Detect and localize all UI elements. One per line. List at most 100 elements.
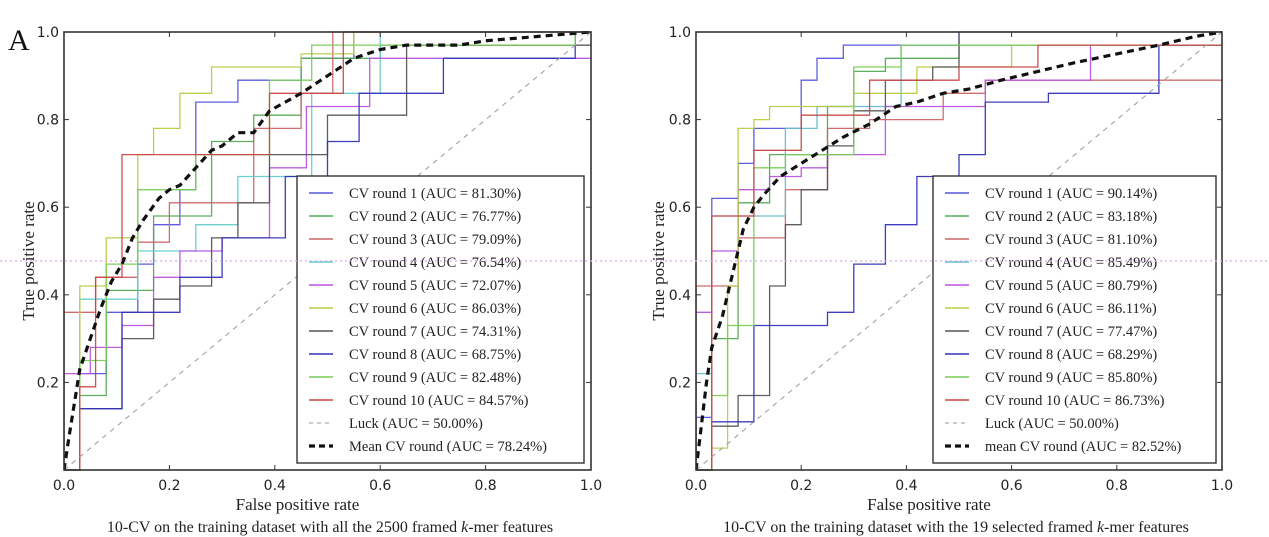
- legend-label: CV round 2 (AUC = 83.18%): [985, 209, 1157, 225]
- legend-label: mean CV round (AUC = 82.52%): [985, 439, 1182, 455]
- y-tick-label: 0.4: [669, 288, 691, 304]
- caption-part: 10-CV on the training dataset with the 1…: [723, 519, 1097, 536]
- y-tick-label: 0.6: [669, 200, 691, 216]
- legend-label: CV round 4 (AUC = 76.54%): [349, 255, 521, 271]
- mean-roc-line: [696, 31, 1222, 471]
- legend-item: CV round 9 (AUC = 85.80%): [945, 370, 1157, 386]
- roc-line-round-8: [64, 32, 576, 471]
- x-tick-label: 0.0: [53, 478, 75, 494]
- roc-chart-left: 0.0 0.2 0.4 0.6 0.8 1.0 0.2 0.4 0.6 0.8 1.0 False p…: [19, 25, 602, 536]
- legend-item: mean CV round (AUC = 82.52%): [945, 439, 1182, 455]
- x-tick-label: 1.0: [1211, 478, 1233, 494]
- x-axis-label: False positive rate: [867, 495, 991, 514]
- legend-label: CV round 3 (AUC = 81.10%): [985, 232, 1157, 248]
- legend-label: CV round 9 (AUC = 85.80%): [985, 370, 1157, 386]
- legend-item: CV round 10 (AUC = 84.57%): [309, 393, 529, 409]
- legend-item: CV round 8 (AUC = 68.75%): [309, 347, 521, 363]
- mean-roc-line: [64, 31, 591, 471]
- legend-item: CV round 4 (AUC = 85.49%): [945, 255, 1157, 271]
- x-tick-label: 0.0: [685, 478, 707, 494]
- legend-item: CV round 6 (AUC = 86.11%): [945, 301, 1157, 317]
- x-axis-label: False positive rate: [236, 495, 360, 514]
- y-axis-label: True positive rate: [19, 201, 38, 320]
- legend-label: CV round 1 (AUC = 90.14%): [985, 186, 1157, 202]
- roc-line-round-6: [64, 31, 591, 471]
- legend-label: CV round 2 (AUC = 76.77%): [349, 209, 521, 225]
- legend-label: CV round 8 (AUC = 68.75%): [349, 347, 521, 363]
- y-tick-label: 0.4: [37, 288, 59, 304]
- legend-label: Luck (AUC = 50.00%): [349, 416, 483, 432]
- legend-item: CV round 3 (AUC = 79.09%): [309, 232, 521, 248]
- y-axis-label: True positive rate: [649, 201, 668, 320]
- y-tick-label: 0.8: [37, 113, 59, 129]
- roc-line-round-7: [696, 31, 1222, 471]
- legend-label: CV round 5 (AUC = 80.79%): [985, 278, 1157, 294]
- legend-item: CV round 3 (AUC = 81.10%): [945, 232, 1157, 248]
- legend-item: CV round 6 (AUC = 86.03%): [309, 301, 521, 317]
- legend-label: CV round 6 (AUC = 86.03%): [349, 301, 521, 317]
- legend-item: CV round 5 (AUC = 72.07%): [309, 278, 521, 294]
- roc-line-round-2: [64, 44, 591, 471]
- legend: CV round 1 (AUC = 81.30%) CV round 2 (AUC…: [296, 175, 585, 464]
- legend-label: CV round 8 (AUC = 68.29%): [985, 347, 1157, 363]
- chart-caption: 10-CV on the training dataset with the 1…: [723, 519, 1189, 536]
- legend-label: CV round 9 (AUC = 82.48%): [349, 370, 521, 386]
- roc-line-round-5: [64, 57, 591, 470]
- x-tick-label: 0.8: [474, 478, 496, 494]
- legend-item: CV round 2 (AUC = 83.18%): [945, 209, 1157, 225]
- legend-label: CV round 4 (AUC = 85.49%): [985, 255, 1157, 271]
- legend-item: CV round 8 (AUC = 68.29%): [945, 347, 1157, 363]
- roc-line-round-9: [64, 32, 576, 471]
- roc-line-round-8: [696, 44, 1222, 471]
- legend-item: CV round 7 (AUC = 74.31%): [309, 324, 521, 340]
- caption-part: k: [1097, 519, 1105, 536]
- legend-item: Luck (AUC = 50.00%): [309, 416, 483, 432]
- legend-label: CV round 7 (AUC = 74.31%): [349, 324, 521, 340]
- legend-label: CV round 3 (AUC = 79.09%): [349, 232, 521, 248]
- x-tick-label: 0.2: [790, 478, 812, 494]
- y-tick-label: 0.6: [37, 200, 59, 216]
- x-tick-label: 1.0: [580, 478, 602, 494]
- axes-frame: [695, 31, 1223, 471]
- legend: CV round 1 (AUC = 90.14%) CV round 2 (AUC…: [932, 175, 1217, 464]
- caption-part: -mer features: [1104, 519, 1189, 536]
- roc-line-round-9: [696, 44, 1222, 471]
- legend-label: CV round 5 (AUC = 72.07%): [349, 278, 521, 294]
- caption-part: k: [461, 519, 469, 536]
- panel-letter: A: [8, 24, 30, 57]
- y-tick-label: 0.8: [669, 113, 691, 129]
- legend-box: [932, 175, 1217, 464]
- axes-frame: [63, 31, 592, 471]
- legend-label: Luck (AUC = 50.00%): [985, 416, 1119, 432]
- legend-item: CV round 2 (AUC = 76.77%): [309, 209, 521, 225]
- legend-item: CV round 7 (AUC = 77.47%): [945, 324, 1157, 340]
- legend-item: CV round 9 (AUC = 82.48%): [309, 370, 521, 386]
- plot-area: [64, 31, 591, 471]
- x-tick-label: 0.4: [264, 478, 286, 494]
- y-tick-label: 1.0: [669, 25, 691, 41]
- chart-caption: 10-CV on the training dataset with all t…: [107, 519, 553, 536]
- roc-line-round-10: [696, 44, 1222, 471]
- roc-chart-right: 0.0 0.2 0.4 0.6 0.8 1.0 0.2 0.4 0.6 0.8 1.0 False p…: [649, 25, 1233, 536]
- legend-label: CV round 1 (AUC = 81.30%): [349, 186, 521, 202]
- x-tick-label: 0.6: [369, 478, 391, 494]
- legend-item: Luck (AUC = 50.00%): [945, 416, 1119, 432]
- y-tick-label: 0.2: [37, 375, 59, 391]
- legend-item: Mean CV round (AUC = 78.24%): [309, 439, 547, 455]
- x-tick-label: 0.4: [895, 478, 917, 494]
- legend-label: CV round 10 (AUC = 84.57%): [349, 393, 529, 409]
- y-tick-label: 1.0: [37, 25, 59, 41]
- x-tick-label: 0.8: [1106, 478, 1128, 494]
- legend-item: CV round 1 (AUC = 90.14%): [945, 186, 1157, 202]
- legend-label: Mean CV round (AUC = 78.24%): [349, 439, 547, 455]
- legend-label: CV round 10 (AUC = 86.73%): [985, 393, 1165, 409]
- legend-label: CV round 6 (AUC = 86.11%): [985, 301, 1157, 317]
- caption-part: 10-CV on the training dataset with all t…: [107, 519, 461, 536]
- legend-label: CV round 7 (AUC = 77.47%): [985, 324, 1157, 340]
- legend-box: [296, 175, 585, 464]
- y-tick-label: 0.2: [669, 375, 691, 391]
- legend-item: CV round 10 (AUC = 86.73%): [945, 393, 1165, 409]
- x-tick-label: 0.6: [1000, 478, 1022, 494]
- legend-item: CV round 1 (AUC = 81.30%): [309, 186, 521, 202]
